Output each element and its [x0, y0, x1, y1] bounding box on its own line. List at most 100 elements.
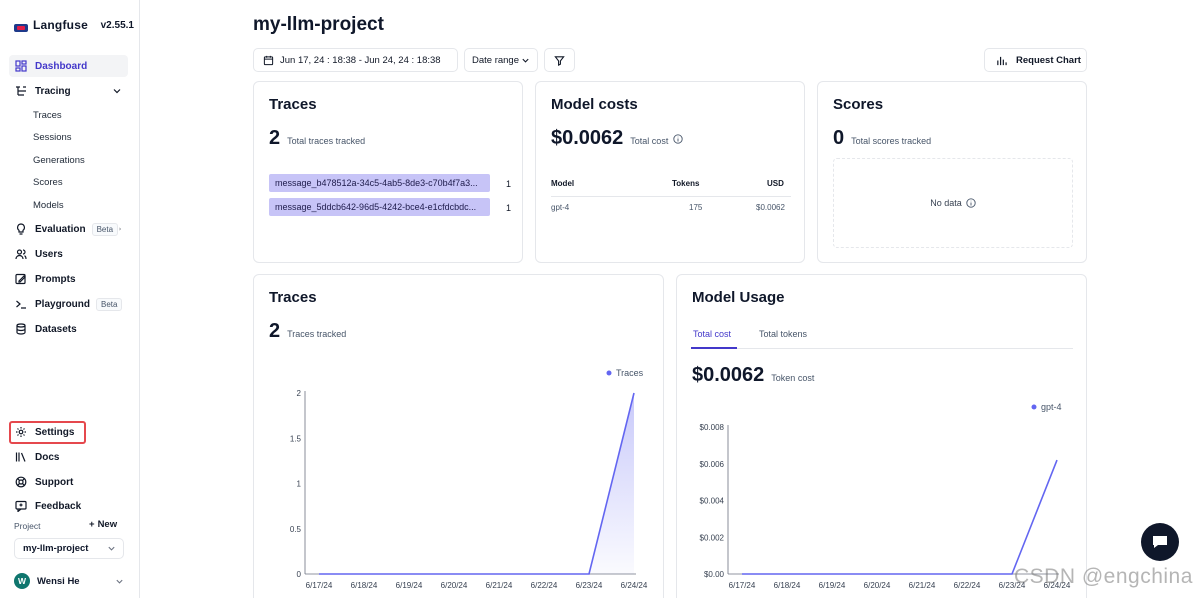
sidebar-subitem-scores[interactable]: Scores — [33, 177, 63, 188]
trace-name-bar[interactable]: message_b478512a-34c5-4ab5-8de3-c70b4f7a… — [269, 174, 490, 192]
sidebar-item-label: Settings — [35, 426, 75, 438]
scores-metric: 0 Total scores tracked — [833, 127, 931, 150]
sidebar-item-tracing[interactable]: Tracing — [9, 80, 128, 102]
sidebar-item-docs[interactable]: Docs — [9, 446, 128, 468]
y-tick-label: 2 — [297, 389, 302, 398]
plus-icon: + — [89, 519, 95, 530]
model-usage-card: Model Usage Total cost Total tokens $0.0… — [676, 274, 1087, 598]
sidebar-item-prompts[interactable]: Prompts — [9, 268, 128, 290]
tabs-divider — [691, 348, 1073, 349]
request-chart-button[interactable]: Request Chart — [984, 48, 1087, 72]
sidebar-item-label: Dashboard — [35, 60, 88, 72]
info-icon[interactable] — [673, 134, 683, 144]
chevron-down-icon[interactable] — [112, 86, 122, 96]
project-select[interactable]: my-llm-project — [14, 538, 124, 559]
sidebar-item-feedback[interactable]: Feedback — [9, 495, 128, 517]
chevron-down-icon — [522, 58, 529, 63]
users-icon — [15, 248, 27, 260]
date-range-select[interactable]: Date range — [464, 48, 538, 72]
y-tick-label: 1.5 — [290, 434, 302, 443]
filter-icon — [554, 55, 565, 66]
costs-cell-usd: $0.0062 — [756, 203, 785, 212]
costs-cell-tokens: 175 — [689, 203, 703, 212]
tab-total-tokens[interactable]: Total tokens — [759, 329, 808, 339]
sidebar-item-support[interactable]: Support — [9, 471, 128, 493]
sidebar-item-settings[interactable]: Settings — [9, 421, 128, 443]
traces-card: Traces 2 Total traces tracked message_b4… — [253, 81, 523, 263]
traces-count: 2 — [269, 127, 281, 149]
sidebar-subitem-generations[interactable]: Generations — [33, 155, 85, 166]
model-costs-caption: Total cost — [630, 136, 669, 146]
tab-total-cost[interactable]: Total cost — [693, 329, 732, 339]
x-tick-label: 6/18/24 — [351, 581, 378, 590]
active-tab-indicator — [691, 347, 737, 349]
sidebar-item-label: Support — [35, 476, 74, 488]
costs-header-tokens: Tokens — [672, 179, 700, 188]
sidebar-item-users[interactable]: Users — [9, 243, 128, 265]
sidebar-item-evaluation[interactable]: Evaluation Beta — [9, 218, 128, 240]
sidebar-item-datasets[interactable]: Datasets — [9, 318, 128, 340]
beta-badge: Beta — [96, 297, 123, 311]
brand[interactable]: Langfuse v2.55.1 — [14, 18, 134, 32]
chat-button[interactable] — [1141, 523, 1179, 561]
sidebar-subitem-models[interactable]: Models — [33, 200, 64, 211]
lifebuoy-icon — [15, 476, 27, 488]
legend-label: Traces — [616, 368, 644, 378]
x-tick-label: 6/24/24 — [1044, 581, 1071, 590]
page-title: my-llm-project — [253, 14, 384, 35]
user-menu[interactable]: W Wensi He — [14, 573, 124, 589]
x-tick-label: 6/23/24 — [999, 581, 1026, 590]
legend-dot — [1031, 404, 1037, 410]
scores-empty-state: No data — [833, 158, 1073, 248]
sidebar-item-label: Evaluation — [35, 223, 86, 235]
costs-header-model: Model — [551, 179, 575, 188]
sidebar-item-label: Tracing — [35, 85, 71, 97]
y-tick-label: $0.004 — [700, 497, 725, 506]
x-tick-label: 6/21/24 — [486, 581, 513, 590]
date-range-picker[interactable]: Jun 17, 24 : 18:38 - Jun 24, 24 : 18:38 — [253, 48, 458, 72]
trace-name-count: 1 — [506, 179, 512, 189]
user-name: Wensi He — [37, 575, 80, 587]
feedback-icon — [15, 500, 27, 512]
y-tick-label: $0.00 — [704, 570, 725, 579]
sidebar-item-label: Datasets — [35, 323, 77, 335]
legend-label: gpt-4 — [1041, 402, 1062, 412]
x-tick-label: 6/17/24 — [729, 581, 756, 590]
sidebar-subitem-traces[interactable]: Traces — [33, 110, 62, 121]
trace-name-bar[interactable]: message_5ddcb642-96d5-4242-bce4-e1cfdcbd… — [269, 198, 490, 216]
x-tick-label: 6/19/24 — [396, 581, 423, 590]
no-data-text: No data — [930, 198, 962, 208]
prompts-icon — [15, 273, 27, 285]
x-tick-label: 6/22/24 — [954, 581, 981, 590]
sidebar-item-label: Users — [35, 248, 63, 260]
x-tick-label: 6/21/24 — [909, 581, 936, 590]
app-name: Langfuse — [33, 18, 88, 32]
scores-count: 0 — [833, 127, 845, 149]
x-tick-label: 6/18/24 — [774, 581, 801, 590]
y-tick-label: $0.006 — [700, 460, 725, 469]
x-tick-label: 6/22/24 — [531, 581, 558, 590]
sidebar-item-playground[interactable]: Playground Beta — [9, 293, 128, 315]
chevron-down-icon — [108, 546, 115, 551]
database-icon — [15, 323, 27, 335]
lightbulb-icon — [15, 223, 27, 235]
chevron-right-icon[interactable] — [118, 224, 122, 234]
model-usage-title: Model Usage — [692, 289, 785, 306]
dashboard-icon — [15, 60, 27, 72]
model-costs-total: $0.0062 — [551, 127, 624, 149]
scores-title: Scores — [833, 96, 884, 113]
sidebar-subitem-sessions[interactable]: Sessions — [33, 132, 72, 143]
traces-chart-count: 2 — [269, 320, 281, 342]
terminal-icon — [15, 298, 27, 310]
info-icon[interactable] — [966, 198, 976, 208]
filter-button[interactable] — [544, 48, 575, 72]
new-project-button[interactable]: + New — [89, 519, 117, 530]
langfuse-logo-icon — [14, 20, 28, 32]
y-tick-label: 0 — [297, 570, 302, 579]
sidebar-item-dashboard[interactable]: Dashboard — [9, 55, 128, 77]
scores-caption: Total scores tracked — [851, 136, 932, 146]
y-tick-label: 0.5 — [290, 525, 302, 534]
x-tick-label: 6/20/24 — [864, 581, 891, 590]
y-tick-label: 1 — [297, 480, 302, 489]
chat-icon — [1153, 536, 1167, 548]
